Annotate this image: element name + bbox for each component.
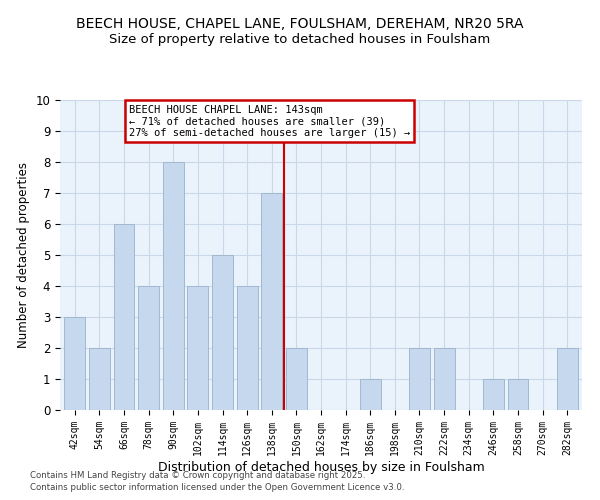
Bar: [434, 348, 455, 410]
Bar: [212, 255, 233, 410]
X-axis label: Distribution of detached houses by size in Foulsham: Distribution of detached houses by size …: [158, 460, 484, 473]
Bar: [187, 286, 208, 410]
Bar: [113, 224, 134, 410]
Bar: [360, 379, 381, 410]
Text: BEECH HOUSE, CHAPEL LANE, FOULSHAM, DEREHAM, NR20 5RA: BEECH HOUSE, CHAPEL LANE, FOULSHAM, DERE…: [76, 18, 524, 32]
Text: Size of property relative to detached houses in Foulsham: Size of property relative to detached ho…: [109, 32, 491, 46]
Bar: [261, 193, 282, 410]
Y-axis label: Number of detached properties: Number of detached properties: [17, 162, 30, 348]
Bar: [89, 348, 110, 410]
Text: Contains HM Land Registry data © Crown copyright and database right 2025.: Contains HM Land Registry data © Crown c…: [30, 471, 365, 480]
Text: BEECH HOUSE CHAPEL LANE: 143sqm
← 71% of detached houses are smaller (39)
27% of: BEECH HOUSE CHAPEL LANE: 143sqm ← 71% of…: [129, 104, 410, 138]
Bar: [138, 286, 159, 410]
Bar: [483, 379, 504, 410]
Bar: [409, 348, 430, 410]
Bar: [64, 317, 85, 410]
Bar: [286, 348, 307, 410]
Bar: [557, 348, 578, 410]
Bar: [236, 286, 257, 410]
Bar: [508, 379, 529, 410]
Text: Contains public sector information licensed under the Open Government Licence v3: Contains public sector information licen…: [30, 484, 404, 492]
Bar: [163, 162, 184, 410]
